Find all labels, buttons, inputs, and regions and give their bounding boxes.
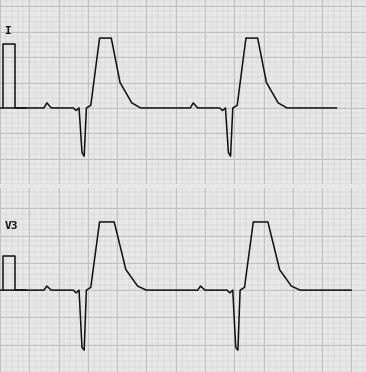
Text: V3: V3 (4, 221, 18, 231)
Text: I: I (4, 26, 11, 36)
